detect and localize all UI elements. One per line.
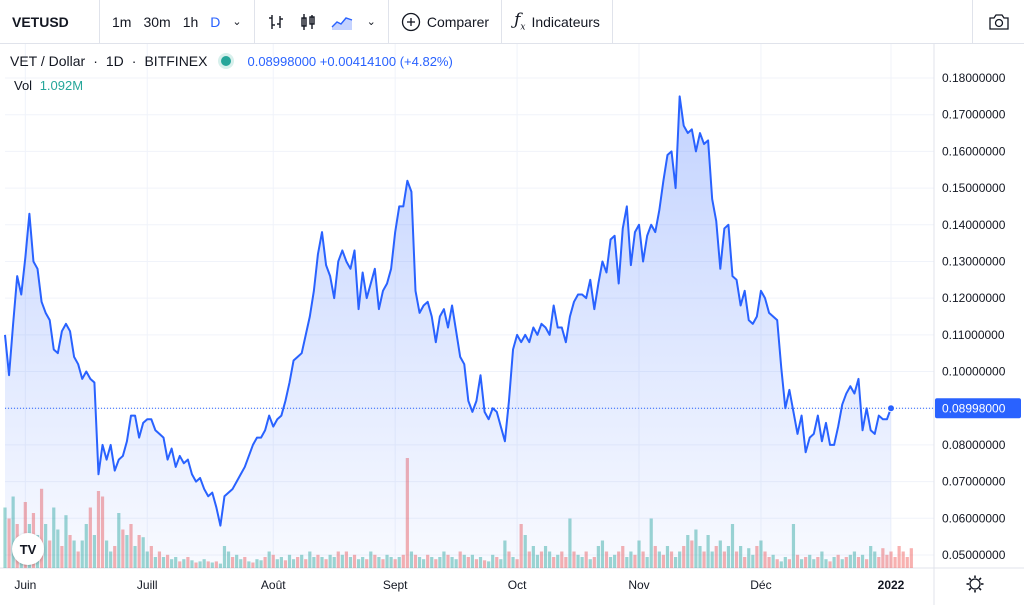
indicators-button[interactable]: ƒx Indicateurs (502, 0, 613, 44)
x-tick-label: Juill (137, 578, 158, 592)
chevron-down-icon[interactable]: ⌄ (232, 16, 242, 28)
chevron-down-icon[interactable]: ⌄ (366, 16, 376, 28)
legend-pair: VET / Dollar (10, 53, 86, 69)
plus-circle-icon (401, 12, 420, 31)
interval-1h[interactable]: 1h (182, 13, 199, 30)
y-tick-label: 0.18000000 (942, 71, 1006, 85)
legend-last: 0.08998000 (247, 53, 317, 69)
y-tick-label: 0.11000000 (942, 328, 1005, 342)
market-status-icon (221, 56, 232, 66)
snapshot-button[interactable] (972, 0, 1024, 44)
chart-area[interactable]: 0.18000000 0.17000000 0.16000000 0.15000000… (0, 44, 1024, 605)
x-tick-label: Août (261, 578, 286, 592)
legend-exchange: BITFINEX (144, 53, 208, 69)
vol-label: Vol (14, 78, 33, 93)
volume-bar (905, 557, 909, 568)
interval-group: 1m 30m 1h D ⌄ (100, 0, 255, 44)
y-tick-label: 0.07000000 (942, 475, 1006, 489)
y-tick-label: 0.05000000 (942, 548, 1006, 562)
interval-d[interactable]: D (210, 13, 221, 30)
chart-style-group: ⌄ (255, 0, 389, 44)
compare-label: Comparer (426, 13, 490, 30)
volume-legend: Vol 1.092M (14, 78, 83, 93)
y-tick-label: 0.08000000 (942, 438, 1006, 452)
x-tick-label: Sept (383, 578, 408, 592)
vol-value: 1.092M (39, 78, 84, 93)
y-tick-label: 0.10000000 (942, 365, 1006, 379)
legend-change-pct: (+4.82%) (399, 53, 453, 69)
candle-style-icon[interactable] (299, 13, 317, 31)
x-tick-label: Oct (508, 578, 527, 592)
volume-bar (897, 546, 901, 568)
top-toolbar: VETUSD 1m 30m 1h D ⌄ ⌄ (0, 0, 1024, 44)
x-tick-label: 2022 (878, 578, 905, 592)
y-tick-label: 0.16000000 (942, 144, 1006, 158)
camera-icon (988, 13, 1009, 30)
last-price-label: 0.08998000 (942, 401, 1006, 415)
legend-values: 0.08998000 +0.00414100 (+4.82%) (247, 54, 452, 69)
y-tick-label: 0.12000000 (942, 291, 1006, 305)
volume-bar (901, 551, 905, 568)
settings-gear-icon[interactable] (966, 575, 984, 593)
indicators-label: Indicateurs (531, 13, 600, 30)
x-tick-label: Nov (628, 578, 649, 592)
price-area-fill (5, 96, 891, 568)
last-price-badge (935, 398, 1021, 419)
volume-bar (893, 557, 897, 568)
y-tick-label: 0.15000000 (942, 181, 1006, 195)
bar-style-icon[interactable] (267, 13, 285, 31)
y-tick-label: 0.13000000 (942, 254, 1006, 268)
x-tick-label: Déc (750, 578, 771, 592)
y-tick-label: 0.06000000 (942, 511, 1006, 525)
chart-legend: VET / Dollar · 1D · BITFINEX 0.08998000 … (10, 53, 453, 69)
compare-button[interactable]: Comparer (389, 0, 503, 44)
price-chart[interactable]: 0.18000000 0.17000000 0.16000000 0.15000000… (0, 44, 1024, 605)
y-tick-label: 0.14000000 (942, 218, 1006, 232)
legend-change: +0.00414100 (319, 53, 397, 69)
tradingview-logo[interactable]: TV (12, 533, 44, 565)
area-style-icon[interactable] (331, 13, 353, 31)
volume-bar (909, 548, 913, 568)
symbol-label: VETUSD (12, 13, 69, 30)
symbol-search[interactable]: VETUSD (0, 0, 100, 44)
interval-30m[interactable]: 30m (143, 13, 171, 30)
price-line (4, 95, 892, 527)
legend-timeframe: 1D (105, 53, 124, 69)
y-tick-label: 0.17000000 (942, 108, 1006, 122)
legend-dot-sep: · (93, 53, 98, 69)
legend-dot-sep: · (131, 53, 137, 69)
last-price-marker (887, 404, 895, 413)
interval-1m[interactable]: 1m (112, 13, 132, 30)
x-tick-label: Juin (14, 578, 36, 592)
fx-icon: ƒx (514, 10, 526, 33)
